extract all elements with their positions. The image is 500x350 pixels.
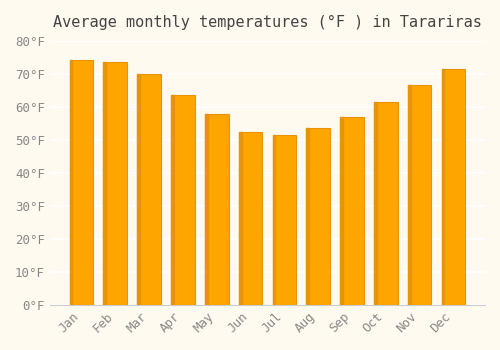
Bar	[238, 132, 242, 305]
Bar	[408, 85, 432, 305]
Bar	[374, 102, 398, 305]
Bar	[238, 132, 262, 305]
Bar	[70, 60, 94, 305]
Bar	[374, 102, 377, 305]
Bar	[340, 117, 364, 305]
Bar	[138, 74, 161, 305]
Bar	[138, 74, 140, 305]
Bar	[205, 113, 208, 305]
Bar	[272, 135, 296, 305]
Bar	[306, 128, 309, 305]
Bar	[104, 62, 106, 305]
Bar	[171, 96, 174, 305]
Bar	[442, 69, 465, 305]
Title: Average monthly temperatures (°F ) in Tarariras: Average monthly temperatures (°F ) in Ta…	[53, 15, 482, 30]
Bar	[306, 128, 330, 305]
Bar	[272, 135, 276, 305]
Bar	[171, 96, 194, 305]
Bar	[104, 62, 127, 305]
Bar	[442, 69, 444, 305]
Bar	[70, 60, 72, 305]
Bar	[340, 117, 343, 305]
Bar	[408, 85, 410, 305]
Bar	[205, 113, 229, 305]
